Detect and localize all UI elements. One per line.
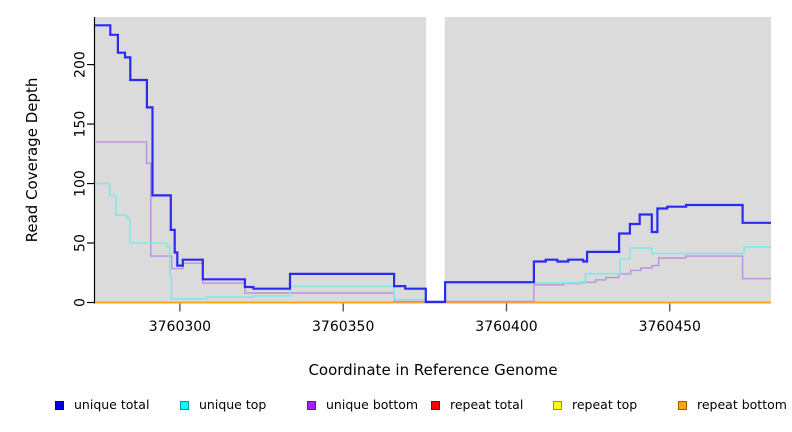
legend-item-unique-total: unique total [55, 397, 149, 413]
legend-label: unique total [74, 397, 150, 412]
legend-swatch-unique-total [55, 400, 64, 410]
y-tick-label: 150 [73, 111, 89, 138]
series-unique-bottom-line [95, 141, 771, 304]
coverage-depth-chart: 0 50 100 150 200 3760300 3760350 3760400 3760450… [23, 17, 771, 379]
y-axis-title: Read Coverage Depth [23, 78, 41, 243]
legend-label: repeat bottom [697, 397, 787, 412]
legend-label: repeat top [572, 397, 638, 412]
y-tick-label: 50 [73, 234, 89, 252]
x-tick-label: 3760350 [312, 319, 374, 335]
y-tick-label: 200 [73, 51, 89, 78]
series-unique-total-line [95, 24, 771, 303]
legend-item-unique-bottom: unique bottom [307, 397, 418, 413]
series-lines [95, 24, 771, 304]
legend-item-unique-top: unique top [180, 397, 266, 413]
legend-label: unique bottom [326, 397, 419, 412]
axes: 0 50 100 150 200 3760300 3760350 3760400 3760450 [73, 17, 701, 335]
y-tick-label: 100 [73, 170, 89, 197]
x-tick-label: 3760400 [475, 319, 537, 335]
plot-background [95, 17, 771, 304]
legend-item-repeat-top: repeat top [553, 397, 637, 413]
legend-label: unique top [199, 397, 267, 412]
y-tick-label: 0 [73, 298, 89, 307]
legend-label: repeat total [450, 397, 524, 412]
coverage-gap-band [426, 17, 445, 304]
legend-swatch-repeat-bottom [678, 400, 687, 410]
legend-swatch-unique-top [180, 400, 189, 410]
x-tick-label: 3760300 [149, 319, 211, 335]
series-unique-top-line [95, 182, 771, 303]
x-tick-label: 3760450 [639, 319, 701, 335]
legend-swatch-unique-bottom [307, 400, 316, 410]
legend-swatch-repeat-total [431, 400, 440, 410]
legend-swatch-repeat-top [553, 400, 562, 410]
x-axis-title: Coordinate in Reference Genome [308, 361, 557, 379]
legend-item-repeat-total: repeat total [431, 397, 523, 413]
chart-legend: unique total unique top unique bottom repea… [0, 397, 792, 417]
legend-item-repeat-bottom: repeat bottom [678, 397, 787, 413]
